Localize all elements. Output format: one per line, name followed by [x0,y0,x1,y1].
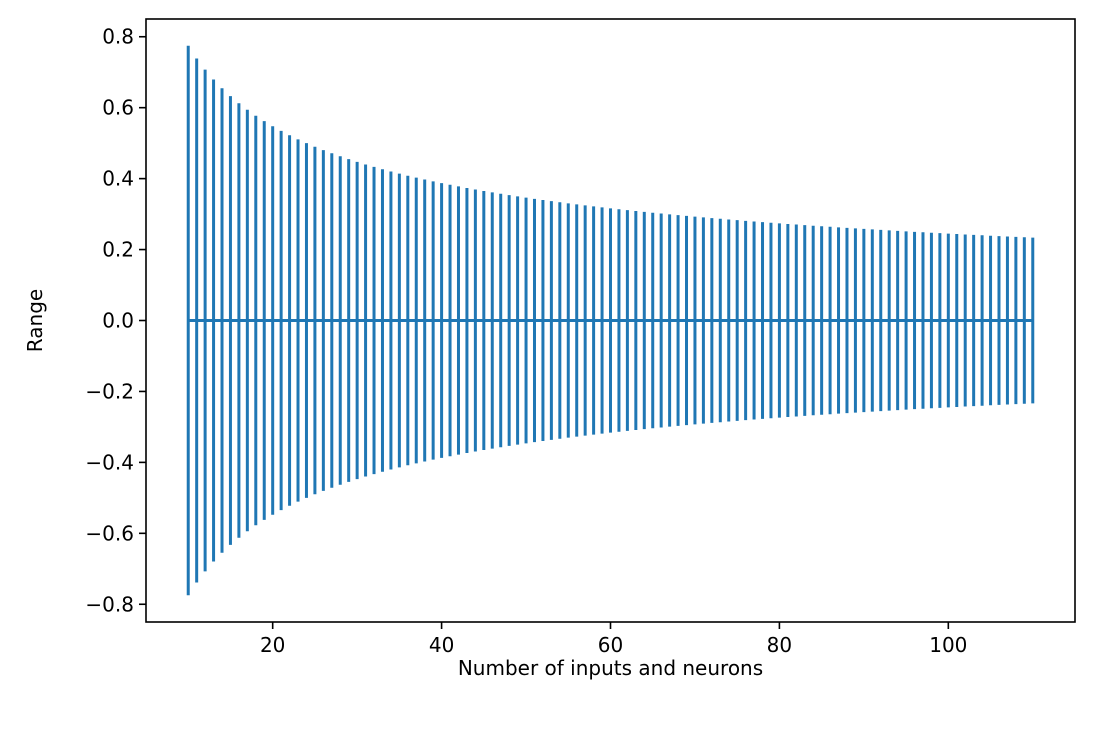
x-axis-label: Number of inputs and neurons [458,656,763,680]
y-tick-label: 0.0 [102,309,134,333]
y-tick-label: −0.8 [85,592,134,616]
y-tick-label: 0.2 [102,238,134,262]
x-tick-label: 40 [429,633,454,657]
x-tick-label: 20 [260,633,285,657]
y-axis-ticks: −0.8 −0.6 −0.4 −0.2 0.0 0.2 0.4 0.6 0.8 [85,25,146,616]
y-tick-label: 0.4 [102,167,134,191]
y-axis-label: Range [23,289,47,352]
y-tick-label: 0.8 [102,25,134,49]
y-tick-label: −0.2 [85,379,134,403]
x-tick-label: 100 [929,633,967,657]
y-tick-label: −0.4 [85,450,134,474]
y-tick-label: 0.6 [102,96,134,120]
y-tick-label: −0.6 [85,521,134,545]
x-tick-label: 60 [598,633,623,657]
x-tick-label: 80 [767,633,792,657]
x-axis-ticks: 20 40 60 80 100 [260,622,967,657]
